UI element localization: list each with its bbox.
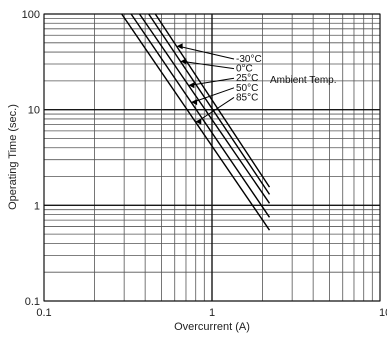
series-label: 0°C bbox=[236, 64, 253, 75]
leader-arrowhead bbox=[180, 58, 187, 65]
series-line bbox=[154, 13, 271, 188]
x-tick-label: 1 bbox=[209, 307, 215, 319]
y-axis-title: Operating Time (sec.) bbox=[7, 104, 19, 210]
y-tick-labels: 0.1 1 10 100 bbox=[22, 9, 40, 308]
series-line bbox=[121, 13, 271, 231]
series-label: 50°C bbox=[236, 83, 258, 94]
leader-arrowhead bbox=[188, 82, 195, 89]
series-labels: -30°C0°C25°C50°C85°C bbox=[236, 54, 262, 103]
leader-line bbox=[178, 45, 235, 60]
leader-line bbox=[197, 96, 235, 123]
ambient-temp-annotation: Ambient Temp. bbox=[270, 75, 337, 86]
y-tick-label: 0.1 bbox=[25, 296, 40, 308]
y-tick-label: 10 bbox=[28, 105, 40, 117]
series-lines bbox=[121, 13, 271, 231]
x-tick-label: 0.1 bbox=[36, 307, 51, 319]
x-axis-title: Overcurrent (A) bbox=[174, 321, 250, 333]
leader-line bbox=[182, 60, 235, 70]
x-tick-labels: 0.1 1 10 bbox=[36, 307, 387, 319]
leader-arrowhead bbox=[176, 43, 183, 50]
series-label: 85°C bbox=[236, 92, 258, 103]
plot-frame bbox=[43, 13, 381, 302]
series-line bbox=[138, 13, 271, 204]
leader-line bbox=[192, 87, 235, 103]
leader-line bbox=[190, 77, 235, 86]
series-line bbox=[130, 13, 271, 218]
leader-arrowhead bbox=[195, 118, 202, 125]
x-tick-label: 10 bbox=[379, 307, 387, 319]
y-tick-label: 1 bbox=[34, 200, 40, 212]
leader-arrowhead bbox=[191, 99, 198, 106]
label-leaders bbox=[176, 43, 235, 125]
y-tick-label: 100 bbox=[22, 9, 40, 21]
series-label: -30°C bbox=[236, 54, 262, 65]
series-label: 25°C bbox=[236, 73, 258, 84]
series-line bbox=[148, 13, 271, 195]
